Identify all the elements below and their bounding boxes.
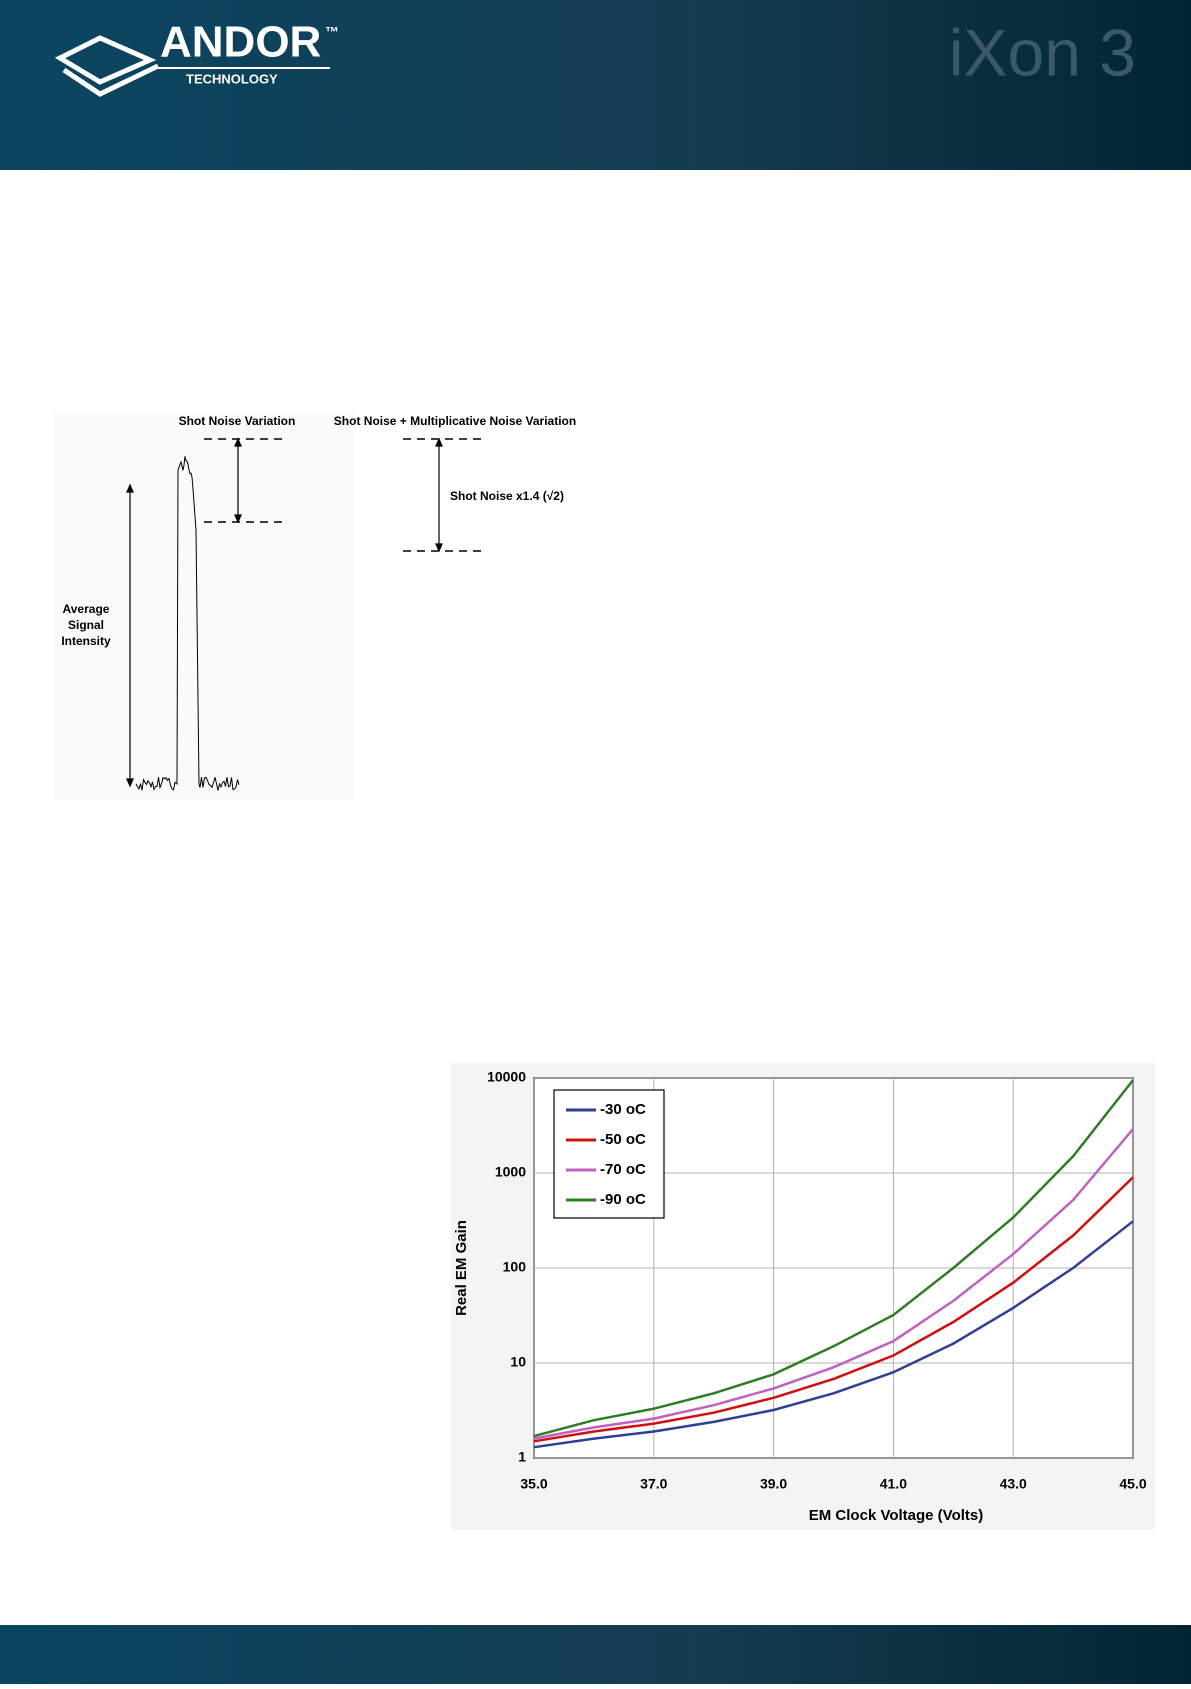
x-tick-label: 37.0 xyxy=(640,1476,667,1492)
arrows xyxy=(126,437,443,788)
footer-bar xyxy=(0,1625,1191,1684)
signal-trace xyxy=(135,456,240,791)
y-axis-title: Real EM Gain xyxy=(453,1220,470,1316)
series-line xyxy=(533,1079,1134,1438)
diagram-label: Shot Noise x1.4 (√2) xyxy=(450,489,564,503)
series-line xyxy=(533,1128,1134,1440)
brand: ANDOR xyxy=(160,18,321,67)
legend-label: -50 oC xyxy=(600,1131,646,1148)
series-line xyxy=(533,1220,1134,1449)
y-tick-label: 100 xyxy=(503,1259,527,1275)
legend-label: -90 oC xyxy=(600,1191,646,1208)
diagram-label: Intensity xyxy=(61,634,111,648)
diagram-label: Signal xyxy=(68,618,104,632)
product-name: iXon 3 xyxy=(949,15,1136,89)
header-bar xyxy=(0,0,1191,170)
diagram-title: Shot Noise Variation xyxy=(179,414,296,428)
y-tick-label: 1 xyxy=(518,1449,526,1465)
series-line xyxy=(533,1176,1134,1443)
legend-label: -70 oC xyxy=(600,1161,646,1178)
legend-label: -30 oC xyxy=(600,1101,646,1118)
y-tick-label: 10000 xyxy=(487,1069,526,1085)
y-tick-label: 1000 xyxy=(495,1164,526,1180)
x-tick-label: 35.0 xyxy=(520,1476,547,1492)
x-axis-title: EM Clock Voltage (Volts) xyxy=(809,1507,983,1524)
x-tick-label: 41.0 xyxy=(880,1476,907,1492)
x-tick-label: 43.0 xyxy=(1000,1476,1027,1492)
trademark: ™ xyxy=(325,24,339,40)
y-tick-label: 10 xyxy=(510,1354,526,1370)
tagline: TECHNOLOGY xyxy=(186,71,278,86)
diagram-label: Average xyxy=(63,602,110,616)
noise-diagram: Shot Noise Variation Shot Noise + Multip… xyxy=(54,413,576,800)
x-tick-label: 45.0 xyxy=(1119,1476,1146,1492)
diagram-bg xyxy=(54,413,354,800)
x-tick-label: 39.0 xyxy=(760,1476,787,1492)
legend-box xyxy=(553,1089,665,1219)
diagram-title: Shot Noise + Multiplicative Noise Variat… xyxy=(334,414,576,428)
logo xyxy=(54,35,160,97)
